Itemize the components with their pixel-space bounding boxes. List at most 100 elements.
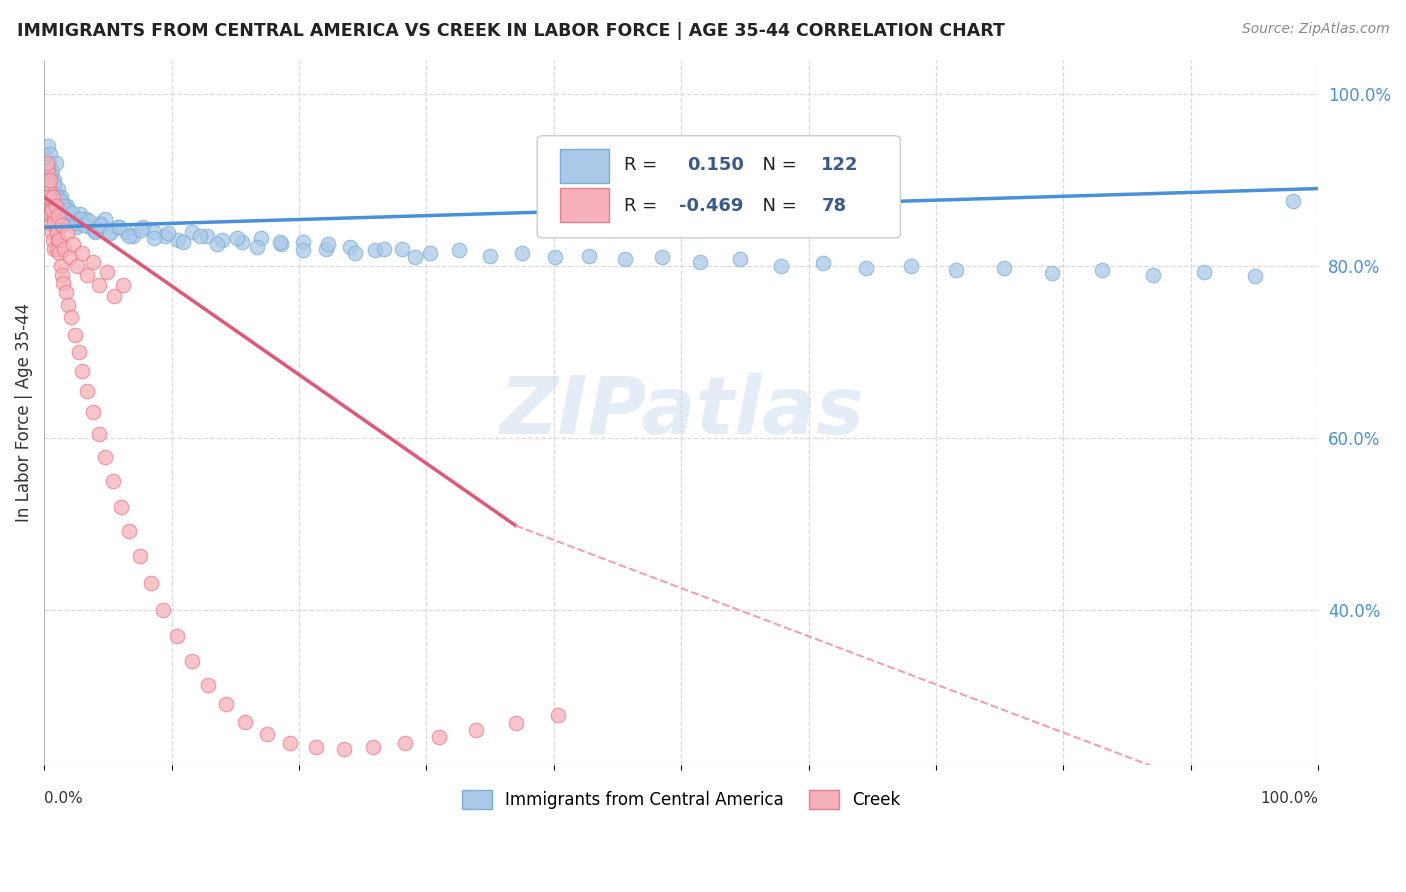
Point: [52, 276, 75, 290]
Point: [53, 242, 76, 256]
Point: [291, 235, 314, 249]
Point: [37, 207, 59, 221]
Point: [51, 218, 73, 232]
Point: [811, 256, 834, 270]
Point: [37, 173, 59, 187]
Point: [112, 277, 135, 292]
Point: [58, 250, 80, 264]
Point: [37, 160, 59, 174]
Point: [69, 207, 91, 221]
Point: [152, 603, 174, 617]
Point: [41, 190, 63, 204]
Point: [39, 173, 62, 187]
Point: [256, 727, 278, 741]
Point: [38, 178, 60, 192]
Point: [855, 260, 877, 275]
Point: [45, 190, 67, 204]
Text: -0.469: -0.469: [679, 196, 742, 214]
Point: [129, 223, 152, 237]
Point: [35, 199, 58, 213]
Point: [35, 199, 58, 213]
Point: [58, 207, 80, 221]
Point: [103, 289, 125, 303]
Point: [505, 716, 527, 731]
Point: [1281, 194, 1303, 209]
FancyBboxPatch shape: [537, 136, 900, 238]
Point: [364, 244, 387, 258]
Point: [56, 226, 79, 240]
Point: [75, 211, 97, 226]
Point: [45, 225, 67, 239]
Point: [304, 740, 326, 755]
Point: [167, 233, 190, 247]
Point: [1142, 268, 1164, 282]
Point: [65, 220, 87, 235]
Point: [39, 207, 62, 221]
Point: [35, 155, 58, 169]
Point: [52, 199, 75, 213]
Point: [37, 178, 59, 192]
Point: [316, 237, 339, 252]
Point: [84, 223, 107, 237]
Point: [128, 549, 150, 564]
Point: [49, 194, 72, 209]
Point: [166, 629, 188, 643]
Point: [39, 147, 62, 161]
Point: [38, 190, 60, 204]
Point: [225, 231, 247, 245]
Point: [90, 218, 112, 232]
Point: [42, 202, 65, 217]
Point: [48, 246, 70, 260]
Point: [48, 199, 70, 213]
Point: [339, 240, 361, 254]
Point: [343, 246, 366, 260]
Point: [42, 199, 65, 213]
Point: [38, 190, 60, 204]
Text: 122: 122: [821, 155, 859, 174]
Point: [249, 231, 271, 245]
Point: [72, 246, 94, 260]
Point: [39, 169, 62, 183]
Point: [427, 730, 450, 744]
Point: [769, 259, 792, 273]
Point: [122, 228, 145, 243]
Point: [269, 235, 291, 249]
Point: [108, 220, 131, 235]
Point: [46, 199, 69, 213]
Point: [465, 723, 488, 738]
Point: [87, 277, 110, 292]
Point: [56, 199, 79, 213]
Point: [45, 202, 67, 217]
Bar: [560, 149, 609, 183]
Point: [547, 707, 569, 722]
Point: [42, 194, 65, 209]
Point: [38, 181, 60, 195]
Point: [49, 190, 72, 204]
Point: [373, 242, 395, 256]
Point: [77, 214, 100, 228]
Point: [419, 246, 441, 260]
Point: [62, 237, 84, 252]
Point: [44, 173, 66, 187]
Point: [142, 225, 165, 239]
Point: [46, 207, 69, 221]
Point: [51, 202, 73, 217]
Point: [44, 216, 66, 230]
Point: [1091, 263, 1114, 277]
Point: [41, 199, 63, 213]
Point: [45, 190, 67, 204]
Point: [993, 260, 1015, 275]
Point: [46, 209, 69, 223]
Point: [45, 155, 67, 169]
Point: [41, 186, 63, 200]
Point: [87, 426, 110, 441]
Point: [72, 364, 94, 378]
Legend: Immigrants from Central America, Creek: Immigrants from Central America, Creek: [456, 783, 907, 816]
Y-axis label: In Labor Force | Age 35-44: In Labor Force | Age 35-44: [15, 302, 32, 522]
Point: [60, 205, 83, 219]
Point: [98, 225, 121, 239]
Point: [45, 199, 67, 213]
Point: [142, 231, 165, 245]
Point: [270, 237, 292, 252]
Point: [66, 259, 89, 273]
